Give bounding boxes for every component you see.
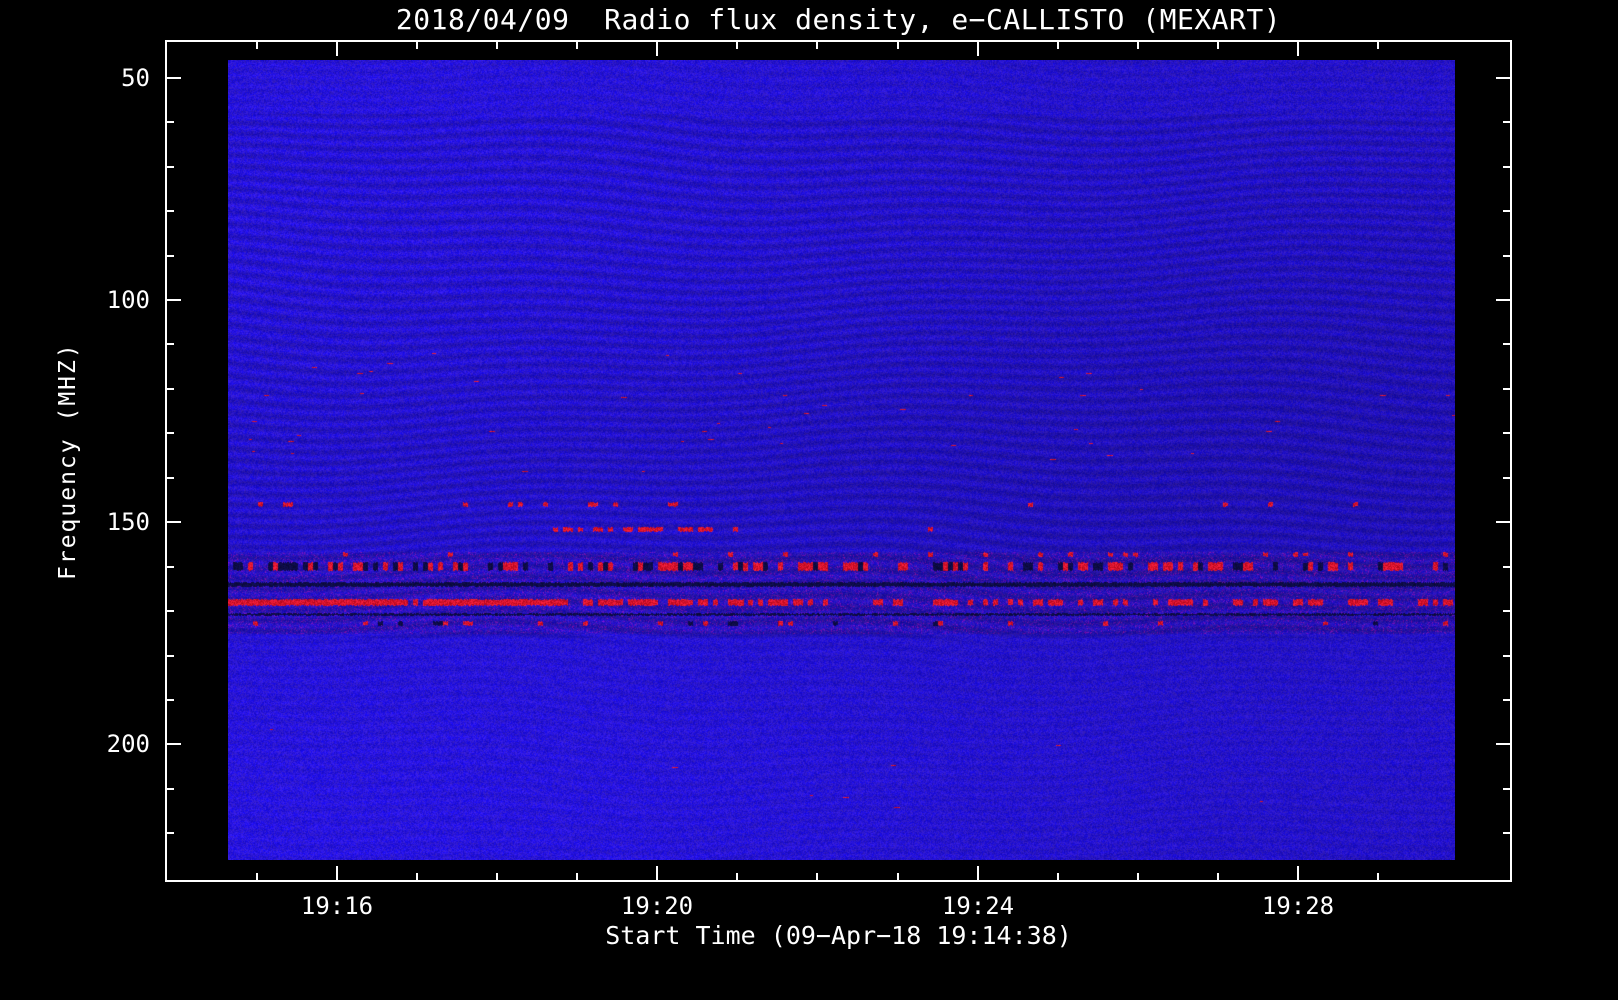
tick-mark — [576, 42, 578, 49]
tick-mark — [256, 42, 258, 49]
tick-mark — [167, 788, 174, 790]
tick-mark — [736, 873, 738, 880]
tick-mark — [336, 42, 338, 56]
tick-mark — [1496, 743, 1510, 745]
tick-mark — [977, 866, 979, 880]
tick-mark — [1297, 866, 1299, 880]
tick-mark — [167, 388, 174, 390]
tick-mark — [576, 873, 578, 880]
tick-mark — [1503, 655, 1510, 657]
tick-mark — [1137, 42, 1139, 49]
tick-mark — [256, 873, 258, 880]
tick-mark — [167, 610, 174, 612]
tick-mark — [1503, 210, 1510, 212]
tick-mark — [1057, 42, 1059, 49]
tick-mark — [1503, 432, 1510, 434]
tick-mark — [167, 743, 181, 745]
tick-mark — [1377, 42, 1379, 49]
tick-mark — [1496, 521, 1510, 523]
tick-mark — [167, 77, 181, 79]
tick-mark — [897, 873, 899, 880]
tick-mark — [897, 42, 899, 49]
y-tick-label: 50 — [121, 64, 150, 92]
y-tick-label: 100 — [106, 286, 150, 314]
tick-mark — [1503, 477, 1510, 479]
tick-mark — [167, 166, 174, 168]
tick-mark — [416, 873, 418, 880]
chart-title: 2018/04/09 Radio flux density, e−CALLIST… — [395, 3, 1282, 36]
tick-mark — [1503, 610, 1510, 612]
tick-mark — [1503, 832, 1510, 834]
tick-mark — [1503, 166, 1510, 168]
tick-mark — [167, 832, 174, 834]
x-tick-label: 19:24 — [941, 892, 1015, 920]
x-tick-label: 19:20 — [620, 892, 694, 920]
tick-mark — [167, 343, 174, 345]
tick-mark — [167, 655, 174, 657]
tick-mark — [416, 42, 418, 49]
tick-mark — [167, 699, 174, 701]
tick-mark — [1217, 873, 1219, 880]
tick-mark — [1503, 699, 1510, 701]
tick-mark — [1503, 566, 1510, 568]
tick-mark — [167, 210, 174, 212]
tick-mark — [167, 299, 181, 301]
tick-mark — [1496, 77, 1510, 79]
tick-mark — [167, 121, 174, 123]
tick-mark — [1377, 873, 1379, 880]
tick-mark — [496, 42, 498, 49]
tick-mark — [736, 42, 738, 49]
tick-mark — [656, 866, 658, 880]
tick-mark — [167, 432, 174, 434]
tick-mark — [1137, 873, 1139, 880]
tick-mark — [167, 477, 174, 479]
tick-mark — [1503, 255, 1510, 257]
spectrogram-heatmap — [228, 60, 1455, 860]
y-tick-label: 150 — [106, 508, 150, 536]
tick-mark — [496, 873, 498, 880]
x-tick-label: 19:16 — [300, 892, 374, 920]
tick-mark — [1297, 42, 1299, 56]
tick-mark — [816, 42, 818, 49]
x-axis-label: Start Time (09−Apr−18 19:14:38) — [605, 921, 1072, 950]
tick-mark — [977, 42, 979, 56]
tick-mark — [167, 566, 174, 568]
x-tick-label: 19:28 — [1261, 892, 1335, 920]
tick-mark — [336, 866, 338, 880]
tick-mark — [816, 873, 818, 880]
tick-mark — [1503, 121, 1510, 123]
tick-mark — [1217, 42, 1219, 49]
tick-mark — [1503, 388, 1510, 390]
tick-mark — [167, 521, 181, 523]
tick-mark — [1503, 788, 1510, 790]
tick-mark — [167, 255, 174, 257]
y-tick-label: 200 — [106, 730, 150, 758]
tick-mark — [1057, 873, 1059, 880]
tick-mark — [656, 42, 658, 56]
tick-mark — [1496, 299, 1510, 301]
tick-mark — [1503, 343, 1510, 345]
